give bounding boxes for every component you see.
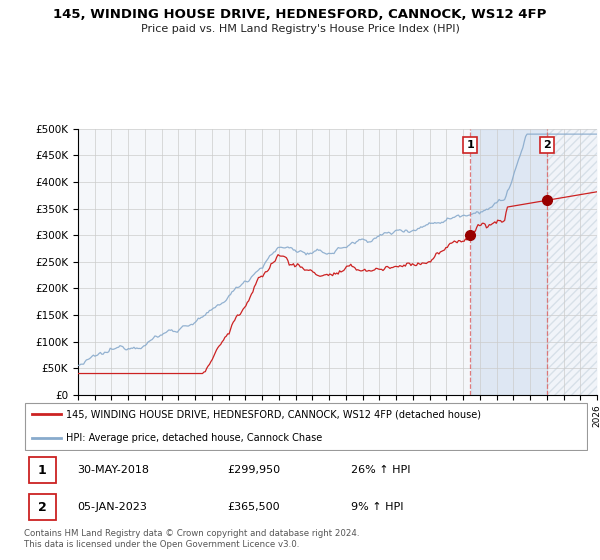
Text: Contains HM Land Registry data © Crown copyright and database right 2024.
This d: Contains HM Land Registry data © Crown c… (24, 529, 359, 549)
Text: 2: 2 (38, 501, 46, 514)
FancyBboxPatch shape (29, 494, 56, 520)
Text: 26% ↑ HPI: 26% ↑ HPI (351, 465, 410, 475)
Text: 1: 1 (466, 140, 474, 150)
Text: £299,950: £299,950 (227, 465, 280, 475)
Text: 145, WINDING HOUSE DRIVE, HEDNESFORD, CANNOCK, WS12 4FP (detached house): 145, WINDING HOUSE DRIVE, HEDNESFORD, CA… (66, 409, 481, 419)
Text: £365,500: £365,500 (227, 502, 280, 512)
Text: 145, WINDING HOUSE DRIVE, HEDNESFORD, CANNOCK, WS12 4FP: 145, WINDING HOUSE DRIVE, HEDNESFORD, CA… (53, 8, 547, 21)
Text: 05-JAN-2023: 05-JAN-2023 (77, 502, 148, 512)
Text: HPI: Average price, detached house, Cannock Chase: HPI: Average price, detached house, Cann… (66, 433, 323, 443)
Text: 2: 2 (543, 140, 551, 150)
Text: 30-MAY-2018: 30-MAY-2018 (77, 465, 149, 475)
Text: 1: 1 (38, 464, 46, 477)
Text: 9% ↑ HPI: 9% ↑ HPI (351, 502, 404, 512)
FancyBboxPatch shape (29, 458, 56, 483)
Text: Price paid vs. HM Land Registry's House Price Index (HPI): Price paid vs. HM Land Registry's House … (140, 24, 460, 34)
